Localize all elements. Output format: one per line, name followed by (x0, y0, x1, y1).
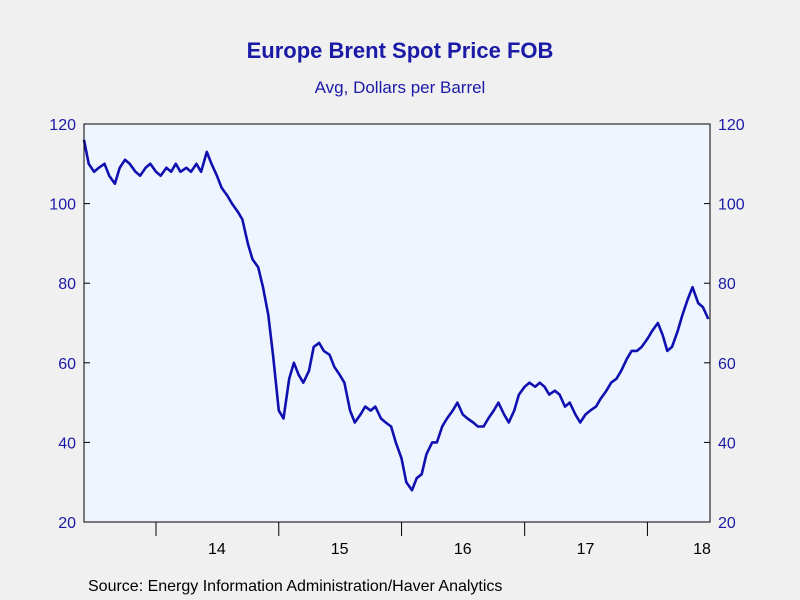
y-tick-label-right: 60 (718, 356, 736, 373)
chart-subtitle: Avg, Dollars per Barrel (314, 78, 486, 97)
y-tick-label-right: 80 (718, 276, 736, 293)
series-line (82, 139, 710, 492)
x-tick-label: 18 (693, 541, 711, 558)
y-tick-label-right: 20 (718, 515, 736, 532)
y-tick-label-left: 20 (58, 515, 76, 532)
chart-title: Europe Brent Spot Price FOB (246, 38, 554, 63)
x-tick-label: 15 (331, 541, 349, 558)
x-tick-label: 17 (577, 541, 595, 558)
y-tick-label-left: 120 (49, 117, 76, 134)
plot-area (84, 124, 710, 522)
x-tick-label: 16 (454, 541, 472, 558)
y-tick-label-right: 40 (718, 435, 736, 452)
plot-frame (83, 123, 711, 523)
y-tick-label-left: 80 (58, 276, 76, 293)
x-tick-label: 14 (208, 541, 226, 558)
y-tick-label-left: 60 (58, 356, 76, 373)
y-tick-label-right: 120 (718, 117, 745, 134)
y-tick-label-left: 40 (58, 435, 76, 452)
y-tick-label-left: 100 (49, 197, 76, 214)
y-tick-label-right: 100 (718, 197, 745, 214)
source-note: Source: Energy Information Administratio… (88, 578, 503, 595)
